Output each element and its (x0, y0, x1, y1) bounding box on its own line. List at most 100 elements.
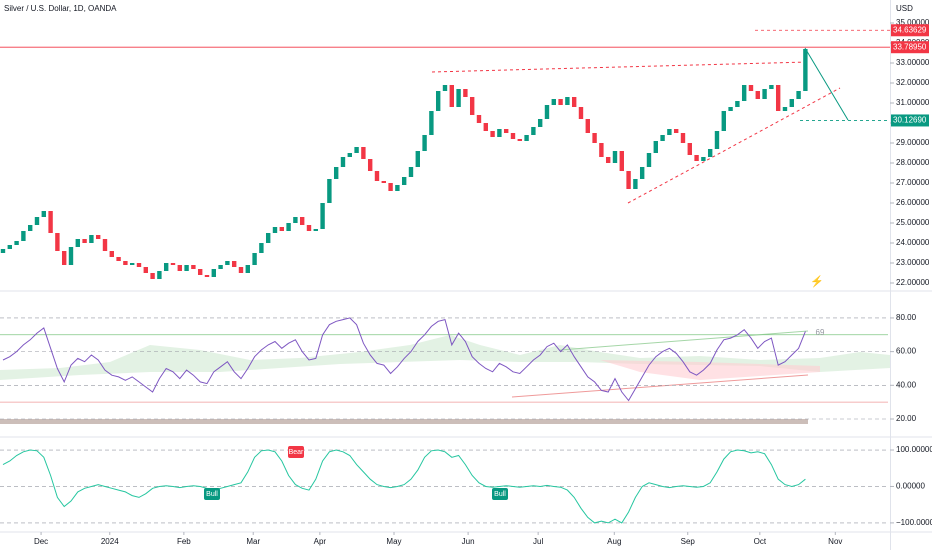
candle (170, 263, 176, 265)
candle (762, 89, 767, 99)
y-tick-label: 100.00000 (896, 445, 932, 454)
candle (395, 185, 400, 191)
currency-label: USD (896, 4, 913, 13)
candle (401, 177, 407, 185)
candle (503, 129, 509, 133)
trend-line (627, 87, 841, 204)
candle (476, 115, 482, 123)
candle (483, 123, 488, 131)
candle (660, 135, 665, 141)
candle (340, 157, 346, 167)
x-tick-label: Nov (828, 537, 842, 546)
candle (667, 129, 672, 135)
candle (150, 273, 155, 279)
candle (374, 171, 380, 181)
candle (789, 99, 794, 107)
candle (782, 107, 788, 111)
candle (585, 119, 590, 133)
candle (89, 235, 94, 243)
candle (14, 241, 19, 245)
candle (245, 265, 250, 273)
annotation: Bear (289, 449, 304, 456)
candle (272, 227, 278, 233)
candle (265, 233, 271, 243)
y-tick-label: 40.00 (896, 380, 917, 389)
candle (721, 111, 726, 131)
candle (741, 85, 747, 101)
candle (184, 265, 189, 271)
candle (469, 97, 475, 115)
y-tick-label: 23.00000 (896, 258, 930, 267)
candle (449, 85, 454, 107)
candle (75, 239, 80, 247)
candle (544, 105, 550, 119)
candle (531, 127, 536, 135)
y-tick-label: 28.00000 (896, 158, 930, 167)
candle (41, 211, 46, 217)
y-tick-label: 33.00000 (896, 58, 930, 67)
y-tick-label: 29.00000 (896, 138, 930, 147)
indicator-line (2, 449, 806, 524)
candle (231, 261, 237, 267)
chart-title: Silver / U.S. Dollar, 1D, OANDA (4, 4, 117, 13)
candle (701, 157, 706, 161)
x-tick-label: Jun (462, 537, 475, 546)
candle (408, 167, 414, 177)
candle (204, 275, 210, 277)
candle (7, 245, 12, 249)
candle (456, 89, 461, 107)
cloud (0, 335, 890, 380)
candle (524, 135, 529, 141)
signal-box (204, 488, 220, 500)
candle (279, 227, 284, 231)
candle (367, 159, 373, 171)
candle (191, 265, 196, 269)
candle (116, 257, 121, 261)
candle (687, 143, 692, 155)
candle (429, 111, 434, 135)
candle (293, 217, 298, 223)
candle (803, 49, 808, 91)
candle (551, 99, 556, 105)
candle (707, 149, 713, 157)
y-tick-label: 32.00000 (896, 78, 930, 87)
x-tick-label: Sep (681, 537, 696, 546)
x-tick-label: Dec (34, 537, 48, 546)
candle (796, 91, 801, 99)
x-tick-label: Mar (246, 537, 260, 546)
y-tick-label: 20.00 (896, 414, 917, 423)
candle (510, 133, 516, 139)
candle (129, 263, 135, 265)
candle (435, 91, 441, 111)
candle (388, 183, 393, 191)
candle (225, 261, 230, 265)
y-tick-label: 25.00000 (896, 218, 930, 227)
y-tick-label: −100.00000 (896, 518, 932, 527)
candle (123, 261, 128, 265)
candle (286, 223, 291, 231)
x-tick-label: 2024 (101, 537, 119, 546)
projection-arrow (804, 47, 849, 121)
candle (306, 225, 312, 231)
annotation: Bull (206, 491, 218, 498)
candle (619, 151, 624, 171)
y-tick-label: 80.00 (896, 313, 917, 322)
trend-line (431, 61, 809, 73)
candle (61, 251, 67, 265)
candle (163, 263, 169, 271)
candle (565, 97, 570, 105)
candle (259, 243, 264, 253)
candle (102, 239, 108, 251)
y-tick-label: 27.00000 (896, 178, 930, 187)
candle (218, 265, 223, 269)
candle (646, 153, 652, 167)
candle (735, 101, 740, 107)
candle (558, 99, 563, 105)
candle (157, 271, 162, 279)
candle (490, 131, 495, 137)
price-level-box (891, 24, 929, 37)
x-tick-label: Apr (314, 537, 327, 546)
state-strip (0, 419, 808, 424)
candle (769, 85, 774, 89)
x-tick-label: Aug (607, 537, 621, 546)
